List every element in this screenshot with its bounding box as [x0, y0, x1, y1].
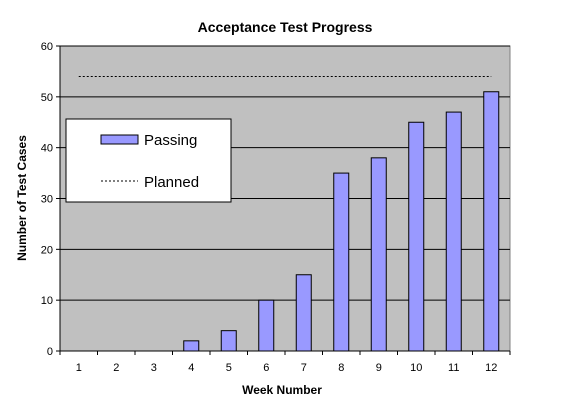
- legend-planned-label: Planned: [144, 174, 199, 191]
- x-tick-label: 12: [485, 362, 497, 374]
- bar-passing: [409, 122, 424, 351]
- bar-passing: [446, 112, 461, 351]
- bar-passing: [371, 158, 386, 351]
- x-tick-label: 7: [301, 362, 307, 374]
- y-tick-label: 20: [41, 244, 53, 256]
- y-tick-label: 0: [47, 346, 53, 358]
- y-tick-label: 50: [41, 92, 53, 104]
- x-tick-label: 11: [448, 362, 459, 374]
- x-tick-label: 5: [226, 362, 232, 374]
- legend-passing-label: Passing: [144, 132, 197, 149]
- bar-passing: [259, 300, 274, 351]
- y-tick-label: 40: [41, 143, 53, 155]
- y-axis-label: Number of Test Cases: [15, 135, 29, 261]
- bar-passing: [296, 275, 311, 351]
- x-tick-label: 9: [376, 362, 382, 374]
- x-tick-label: 1: [76, 362, 82, 374]
- x-tick-label: 10: [410, 362, 422, 374]
- x-tick-label: 3: [151, 362, 157, 374]
- x-tick-label: 6: [263, 362, 269, 374]
- chart-title: Acceptance Test Progress: [198, 19, 373, 35]
- bar-passing: [221, 331, 236, 351]
- legend: Passing Planned: [66, 119, 231, 202]
- bar-passing: [334, 173, 349, 351]
- x-tick-label: 4: [188, 362, 194, 374]
- x-axis-tick-labels: 1 2 3 4 5 6 7 8 9 10 11 12: [76, 362, 498, 374]
- bar-passing: [184, 341, 199, 351]
- legend-passing-swatch: [101, 135, 138, 144]
- bar-passing: [484, 92, 499, 351]
- y-tick-label: 10: [41, 295, 53, 307]
- x-tick-label: 8: [338, 362, 344, 374]
- y-axis-tick-labels: 0 10 20 30 40 50 60: [41, 41, 53, 358]
- y-tick-label: 30: [41, 194, 53, 206]
- y-tick-label: 60: [41, 41, 53, 53]
- x-tick-label: 2: [113, 362, 119, 374]
- x-axis-label: Week Number: [242, 383, 322, 397]
